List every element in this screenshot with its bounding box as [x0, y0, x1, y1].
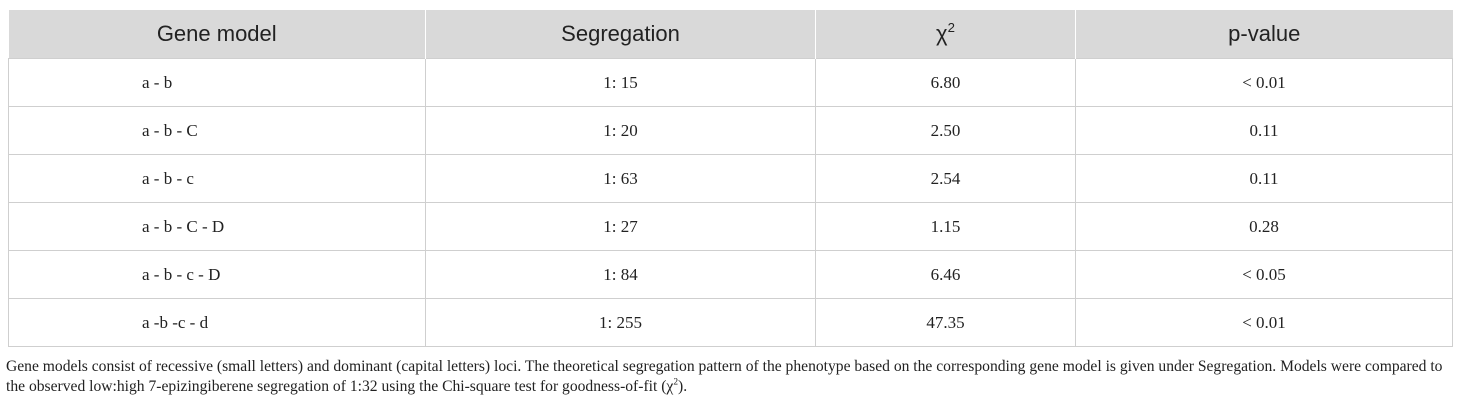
caption-text: Gene models consist of recessive (small …	[6, 358, 1443, 395]
data-table: Gene model Segregation χ2 p-value a - b 1: 1…	[8, 10, 1453, 347]
table-cell: 1: 84	[425, 250, 816, 299]
table-cell: 2.54	[815, 154, 1076, 203]
header-cell: χ2	[815, 10, 1076, 59]
table-cell: < 0.05	[1075, 250, 1453, 299]
table-cell: 0.11	[1075, 154, 1453, 203]
table-cell: < 0.01	[1075, 298, 1453, 347]
table-cell: 0.11	[1075, 106, 1453, 155]
table-row: a - b - C 1: 20 2.50 0.11	[8, 106, 1453, 155]
table-cell: 1: 255	[425, 298, 816, 347]
table-cell: 6.80	[815, 58, 1076, 107]
header-cell: Gene model	[8, 10, 426, 59]
header-symbol: χ	[936, 21, 948, 46]
table-cell: < 0.01	[1075, 58, 1453, 107]
header-row: Gene model Segregation χ2 p-value	[8, 10, 1453, 59]
header-cell: Segregation	[425, 10, 816, 59]
caption-symbol: χ	[666, 378, 674, 395]
table-cell: 2.50	[815, 106, 1076, 155]
table-cell: a - b - C - D	[8, 202, 426, 251]
table-cell: a -b -c - d	[8, 298, 426, 347]
table-cell: a - b - c	[8, 154, 426, 203]
table-row: a - b 1: 15 6.80 < 0.01	[8, 58, 1453, 107]
table-cell: a - b - C	[8, 106, 426, 155]
caption: Gene models consist of recessive (small …	[6, 357, 1458, 397]
table-cell: 1.15	[815, 202, 1076, 251]
caption-text: ).	[678, 378, 688, 395]
caption-sup: 2	[673, 377, 679, 388]
table-cell: 1: 63	[425, 154, 816, 203]
table-cell: a - b - c - D	[8, 250, 426, 299]
table-row: a - b - C - D 1: 27 1.15 0.28	[8, 202, 1453, 251]
table-row: a - b - c 1: 63 2.54 0.11	[8, 154, 1453, 203]
table-cell: 1: 15	[425, 58, 816, 107]
table-body: a - b 1: 15 6.80 < 0.01 a - b - C 1: 20 2.50 0.…	[8, 58, 1453, 347]
table-cell: a - b	[8, 58, 426, 107]
table-cell: 6.46	[815, 250, 1076, 299]
header-sup: 2	[947, 19, 955, 35]
table-row: a - b - c - D 1: 84 6.46 < 0.05	[8, 250, 1453, 299]
table-row: a -b -c - d 1: 255 47.35 < 0.01	[8, 298, 1453, 347]
table-cell: 47.35	[815, 298, 1076, 347]
table-cell: 0.28	[1075, 202, 1453, 251]
table-cell: 1: 20	[425, 106, 816, 155]
header-cell: p-value	[1075, 10, 1453, 59]
table-cell: 1: 27	[425, 202, 816, 251]
